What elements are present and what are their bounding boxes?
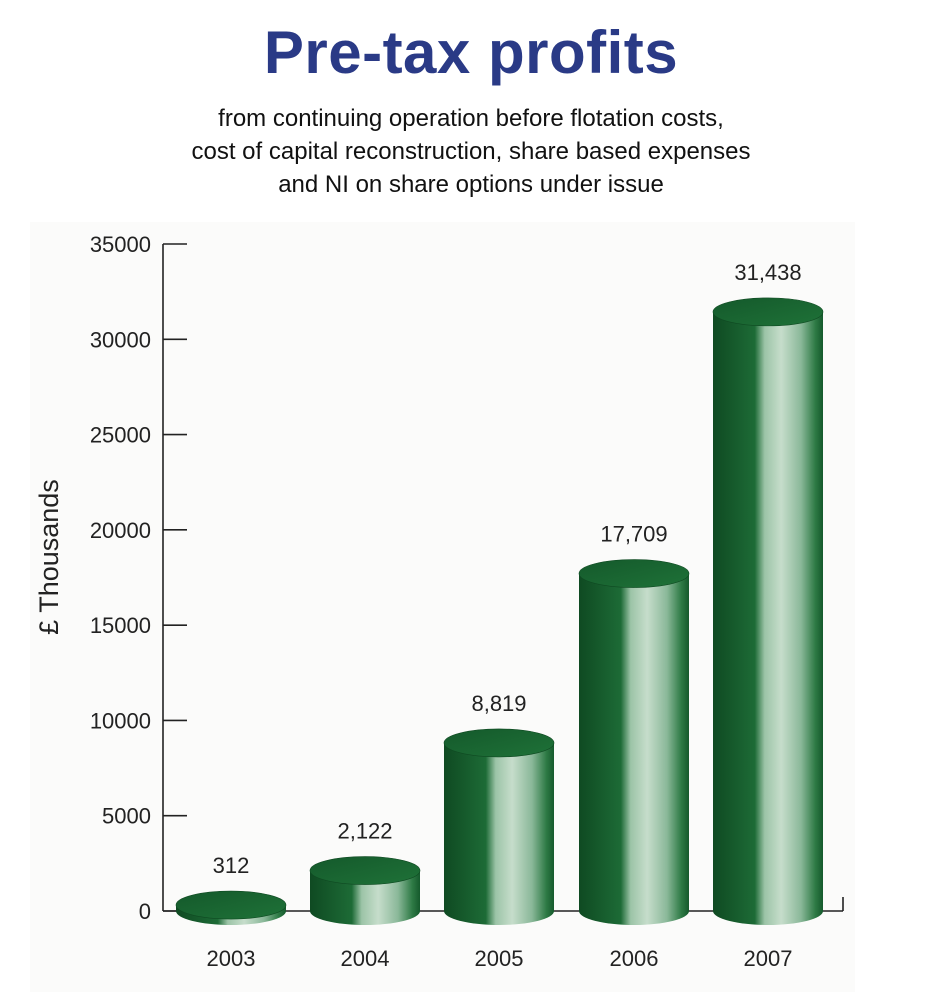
bar-body xyxy=(713,311,823,925)
bar-top xyxy=(712,297,824,327)
bar xyxy=(578,559,690,925)
data-label: 31,438 xyxy=(734,260,801,285)
bar-body xyxy=(579,573,689,925)
data-label: 17,709 xyxy=(600,522,667,547)
bar-top xyxy=(175,890,287,920)
bar-body xyxy=(310,870,420,925)
data-label: 312 xyxy=(213,853,250,878)
chart-title: Pre-tax profits xyxy=(263,19,679,86)
y-tick-label: 20000 xyxy=(90,518,151,543)
labels-group: 0 5000 10000 15000 20000 25000 30000 35000 £ Tho… xyxy=(34,232,802,971)
x-tick-label: 2007 xyxy=(744,946,793,971)
y-tick-label: 0 xyxy=(139,899,151,924)
y-tick-label: 15000 xyxy=(90,613,151,638)
y-axis-title: £ Thousands xyxy=(34,479,64,635)
bar-top xyxy=(309,856,421,885)
subtitle-line: from continuing operation before flotati… xyxy=(218,105,724,132)
y-tick-label: 25000 xyxy=(90,423,151,448)
subtitle-line: cost of capital reconstruction, share ba… xyxy=(191,138,751,165)
y-tick-label: 30000 xyxy=(90,327,151,352)
y-tick-label: 35000 xyxy=(90,232,151,257)
bars-group xyxy=(175,297,824,925)
bar-top xyxy=(578,559,690,588)
bar xyxy=(175,890,287,925)
bar-body xyxy=(444,742,554,925)
bar xyxy=(443,728,555,925)
chart-subtitle: from continuing operation before flotati… xyxy=(0,102,942,201)
bar xyxy=(309,856,421,925)
data-label: 8,819 xyxy=(471,691,526,716)
y-tick-label: 10000 xyxy=(90,708,151,733)
x-tick-label: 2006 xyxy=(610,946,659,971)
y-tick-label: 5000 xyxy=(102,804,151,829)
subtitle-line: and NI on share options under issue xyxy=(278,171,664,198)
bar xyxy=(712,297,824,925)
x-tick-label: 2004 xyxy=(341,946,390,971)
x-tick-label: 2003 xyxy=(207,946,256,971)
data-label: 2,122 xyxy=(337,819,392,844)
bar-top xyxy=(443,728,555,758)
x-tick-label: 2005 xyxy=(475,946,524,971)
